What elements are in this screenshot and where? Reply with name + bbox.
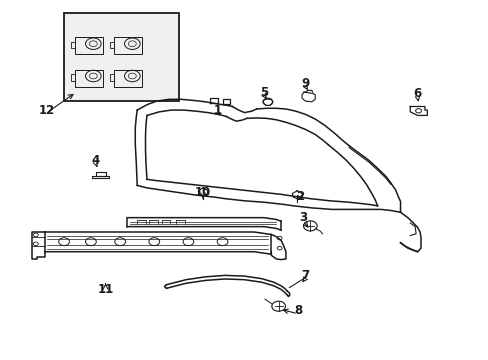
Bar (64, 13, 178, 101)
Text: 10: 10 (195, 186, 211, 199)
Bar (75, 37, 102, 54)
Text: 3: 3 (298, 211, 306, 224)
Bar (114, 37, 142, 54)
Text: 1: 1 (213, 104, 221, 117)
Text: 11: 11 (97, 283, 113, 296)
Bar (114, 69, 142, 87)
Bar (75, 69, 102, 87)
Text: 12: 12 (39, 104, 55, 117)
Text: 4: 4 (91, 154, 100, 167)
Text: 6: 6 (413, 87, 421, 100)
Text: 8: 8 (293, 305, 302, 318)
Text: 2: 2 (296, 190, 304, 203)
Text: 7: 7 (301, 269, 309, 282)
Text: 5: 5 (259, 86, 267, 99)
Text: 9: 9 (301, 77, 309, 90)
